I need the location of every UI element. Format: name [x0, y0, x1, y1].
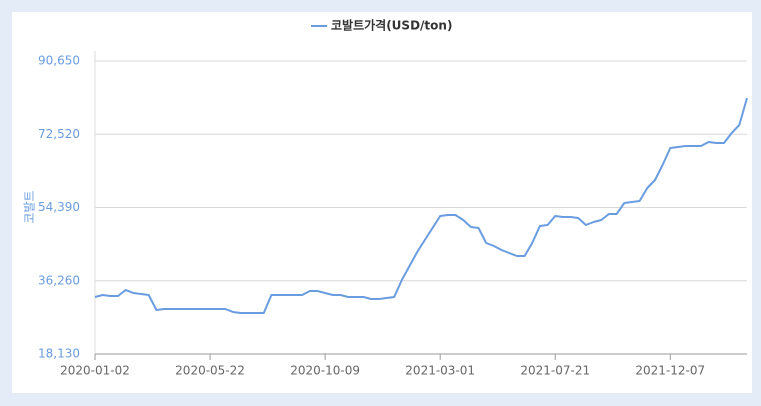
y-tick-label: 90,650: [38, 54, 80, 68]
x-tick-label: 2021-03-01: [405, 364, 475, 378]
y-tick-label: 54,390: [38, 200, 80, 214]
plot-panel: [12, 12, 752, 393]
x-tick-label: 2021-12-07: [635, 364, 705, 378]
x-tick-label: 2020-01-02: [60, 364, 130, 378]
legend-label: 코발트가격(USD/ton): [331, 18, 452, 33]
x-tick-label: 2021-07-21: [520, 364, 590, 378]
x-tick-label: 2020-10-09: [290, 364, 360, 378]
x-tick-label: 2020-05-22: [175, 364, 245, 378]
series-line: [94, 97, 748, 314]
y-axis-label: 코발트: [23, 190, 37, 223]
y-tick-label: 36,260: [38, 273, 80, 287]
y-tick-label: 18,130: [38, 347, 80, 361]
y-tick-label: 72,520: [38, 127, 80, 141]
